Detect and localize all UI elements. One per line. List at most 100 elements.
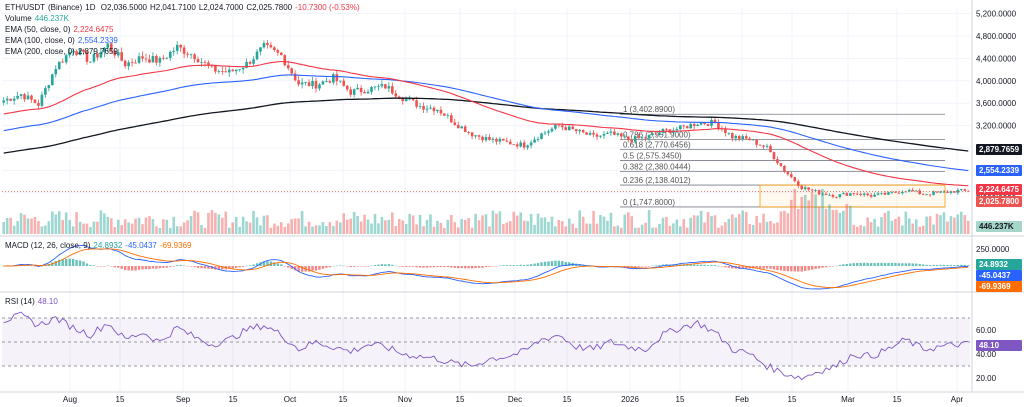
candle-body (685, 126, 689, 129)
macd-histogram-bar (620, 266, 623, 267)
volume-bar (64, 212, 68, 234)
time-tick-label: Feb (735, 395, 749, 404)
volume-bar (470, 227, 474, 234)
fib-level-label: 0.5 (2,575.3450) (623, 152, 682, 161)
macd-histogram-bar (880, 262, 883, 266)
candle-body (602, 133, 606, 136)
volume-bar (335, 220, 339, 234)
candle-body (304, 82, 307, 84)
volume-bar (921, 225, 925, 234)
volume-bar (75, 212, 78, 234)
volume-bar (286, 223, 290, 234)
ema50-legend: EMA (50, close, 0) 2,224.6475 (5, 25, 114, 34)
macd-histogram-bar (453, 266, 456, 268)
volume-bar (290, 219, 294, 234)
candle-body (703, 122, 706, 124)
volume-bar (415, 224, 418, 234)
macd-histogram-bar (405, 266, 408, 267)
macd-histogram-bar (415, 266, 418, 268)
candle-body (384, 84, 387, 89)
macd-histogram-bar (897, 263, 901, 266)
volume-bar (616, 225, 620, 234)
candle-body (175, 44, 179, 51)
candle-body (307, 82, 311, 87)
volume-bar (311, 226, 314, 234)
macd-histogram-bar (928, 265, 932, 266)
volume-bar (342, 213, 346, 234)
macd-histogram-bar (921, 264, 925, 266)
candle-body (179, 44, 182, 48)
volume-bar (713, 215, 717, 234)
candle-body (842, 193, 845, 195)
candle-body (269, 45, 273, 48)
time-tick-label: Sep (176, 395, 191, 404)
macd-histogram-bar (651, 265, 654, 267)
candle-body (835, 196, 838, 198)
candle-body (30, 95, 33, 100)
time-tick-label: Mar (841, 395, 855, 404)
candle-body (443, 113, 446, 116)
candle-body (359, 87, 363, 93)
volume-bar (935, 213, 939, 234)
candles (2, 40, 970, 199)
volume-bar (89, 227, 92, 234)
volume-bar (654, 227, 658, 234)
volume-bar (116, 219, 120, 234)
candle-body (873, 194, 876, 197)
volume-bar (828, 204, 831, 234)
candle-body (925, 194, 928, 196)
macd-histogram-bar (120, 266, 123, 269)
volume-bar (928, 216, 932, 234)
candle-body (401, 98, 405, 102)
macd-histogram-bar (432, 266, 436, 268)
macd-histogram-bar (287, 266, 290, 268)
macd-histogram-bar (661, 264, 665, 266)
volume-bar (561, 221, 564, 234)
candle-body (613, 131, 616, 135)
macd-histogram-bar (179, 264, 182, 266)
candle-body (946, 191, 949, 193)
macd-histogram-bar (894, 262, 897, 266)
time-tick-label: 15 (788, 395, 797, 404)
candle-body (116, 52, 120, 56)
volume-bar (547, 221, 550, 234)
macd-histogram-bar (675, 264, 679, 266)
ema100-tag: 2,554.2339 (976, 165, 1022, 176)
volume-bar (543, 217, 547, 234)
volume-bar (783, 210, 786, 234)
candle-body (380, 84, 384, 87)
candle-body (234, 69, 238, 72)
volume-bar (765, 221, 769, 234)
candle-body (89, 61, 92, 63)
macd-histogram-bar (516, 265, 519, 266)
candle-body (883, 192, 887, 195)
macd-histogram-bar (110, 266, 113, 267)
macd-histogram-bar (640, 266, 644, 267)
ohlc-high: H2,041.7100 (149, 3, 196, 12)
volume-bar (835, 209, 838, 234)
volume-bar (779, 211, 783, 234)
ema100-legend: EMA (100, close, 0) 2,554.2339 (5, 36, 118, 45)
macd-histogram-bar (207, 266, 210, 269)
volume-bar (751, 224, 755, 234)
volume-bars (2, 188, 970, 234)
macd-histogram-bar (398, 266, 401, 267)
volume-bar (661, 217, 665, 234)
macd-histogram-bar (762, 266, 765, 269)
macd-histogram-bar (155, 266, 158, 269)
volume-bar (880, 217, 883, 234)
candle-body (907, 189, 911, 192)
candle-body (54, 69, 58, 75)
macd-histogram-bar (262, 261, 266, 266)
candle-body (904, 191, 908, 193)
macd-histogram-bar (144, 266, 148, 270)
candle-body (557, 124, 561, 126)
volume-bar (904, 211, 908, 234)
candle-body (134, 62, 137, 64)
macd-histogram-bar (356, 266, 359, 267)
volume-bar (300, 211, 304, 234)
volume-bar (845, 204, 849, 234)
macd-histogram-bar (786, 266, 790, 272)
volume-bar (467, 218, 470, 234)
